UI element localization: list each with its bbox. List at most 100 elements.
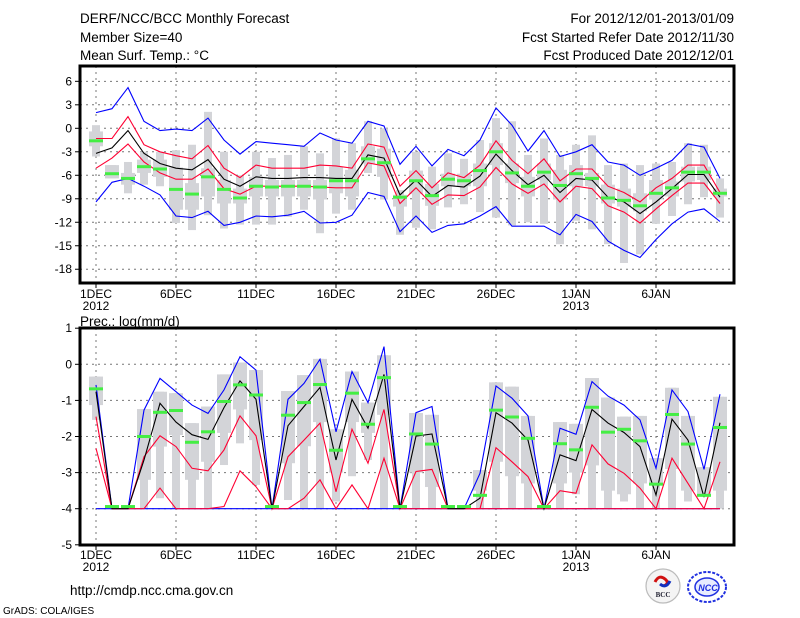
ensemble-quartile-box (297, 375, 311, 447)
green-marker (377, 376, 391, 380)
y-tick-label: 1 (65, 321, 72, 335)
x-tick-year-label: 2012 (83, 560, 110, 574)
green-marker (249, 393, 263, 397)
ensemble-quartile-box (345, 371, 359, 423)
green-marker (649, 482, 663, 486)
green-marker (361, 157, 375, 161)
ensemble-quartile-box (665, 387, 679, 469)
green-marker (489, 150, 503, 154)
ensemble-quartile-box (473, 163, 487, 187)
ensemble-range-bar (540, 138, 548, 224)
green-marker (633, 439, 647, 443)
green-marker (137, 435, 151, 438)
ensemble-min-line (95, 177, 721, 259)
green-marker (585, 176, 599, 180)
green-marker (361, 422, 375, 426)
green-marker (201, 430, 215, 434)
green-marker (473, 493, 487, 497)
ensemble-quartile-box (409, 170, 423, 195)
variable-label: Mean Surf. Temp.: °C (80, 48, 209, 63)
green-marker (601, 430, 615, 434)
ensemble-quartile-box (585, 378, 599, 466)
y-tick-label: -18 (55, 262, 73, 276)
ensemble-quartile-box (137, 409, 151, 480)
green-marker (521, 184, 535, 188)
ensemble-quartile-box (649, 179, 663, 200)
x-tick-label: 6JAN (641, 287, 670, 301)
x-tick-label: 6DEC (160, 287, 192, 301)
green-marker (233, 196, 247, 200)
green-marker (89, 387, 103, 391)
green-marker (281, 184, 295, 188)
grads-credit: GrADS: COLA/IGES (3, 606, 94, 617)
y-tick-label: -4 (61, 502, 72, 516)
y-tick-label: 3 (65, 98, 72, 112)
ensemble-quartile-box (89, 376, 103, 406)
y-tick-label: -5 (61, 538, 72, 552)
green-marker (697, 170, 711, 174)
green-marker (281, 413, 295, 417)
green-marker (537, 505, 551, 509)
y-tick-label: -1 (61, 393, 72, 407)
x-tick-year-label: 2012 (83, 299, 110, 313)
green-marker (153, 167, 167, 171)
ensemble-quartile-box (681, 415, 695, 491)
member-size: Member Size=40 (80, 30, 182, 45)
ensemble-quartile-box (233, 188, 247, 204)
x-tick-label: 1DEC (80, 287, 112, 301)
green-marker (169, 409, 183, 413)
ensemble-quartile-box (297, 179, 311, 197)
green-marker (569, 448, 583, 452)
y-tick-label: 0 (65, 121, 72, 135)
green-marker (105, 172, 119, 176)
green-marker (553, 442, 567, 446)
green-marker (89, 139, 103, 143)
green-marker (457, 179, 471, 183)
ensemble-quartile-box (569, 423, 583, 473)
green-marker (617, 427, 631, 431)
green-marker (217, 187, 231, 191)
green-marker (265, 185, 279, 189)
green-marker (185, 192, 199, 196)
green-marker (425, 442, 439, 446)
green-marker (473, 169, 487, 173)
ensemble-range-bar (620, 163, 628, 263)
y-tick-label: -2 (61, 430, 72, 444)
green-marker (409, 179, 423, 183)
panel-frame (78, 64, 736, 285)
x-tick-label: 21DEC (397, 287, 436, 301)
ensemble-quartile-box (521, 415, 535, 484)
green-marker (553, 183, 567, 187)
y-tick-label: 6 (65, 74, 72, 88)
green-marker (505, 415, 519, 419)
ensemble-quartile-box (217, 374, 231, 433)
x-tick-label: 16DEC (317, 287, 356, 301)
ensemble-quartile-box (185, 423, 199, 480)
lower-spread-line (95, 448, 720, 510)
ensemble-range-bar (604, 165, 612, 245)
ensemble-range-bar (316, 358, 324, 509)
upper-spread-line (95, 409, 721, 511)
green-marker (185, 440, 199, 444)
green-marker (633, 204, 647, 208)
green-marker (425, 194, 439, 198)
produced-date: Fcst Produced Date 2012/12/01 (543, 48, 734, 63)
green-marker (377, 161, 391, 165)
ensemble-quartile-box (201, 406, 215, 462)
upper-spread-line (96, 115, 721, 203)
green-marker (121, 176, 135, 180)
y-tick-label: -12 (55, 215, 73, 229)
ensemble-mean-line (95, 129, 721, 215)
x-tick-label: 21DEC (397, 548, 436, 562)
bcc-logo-wordmark: BCC (656, 591, 671, 599)
green-marker (169, 187, 183, 191)
ensemble-range-bar (716, 178, 724, 218)
green-marker (249, 184, 263, 188)
green-marker (201, 175, 215, 179)
y-tick-label: 0 (65, 357, 72, 371)
ensemble-quartile-box (409, 413, 423, 473)
green-marker (121, 505, 135, 509)
x-tick-label: 6JAN (641, 548, 670, 562)
green-marker (393, 195, 407, 199)
